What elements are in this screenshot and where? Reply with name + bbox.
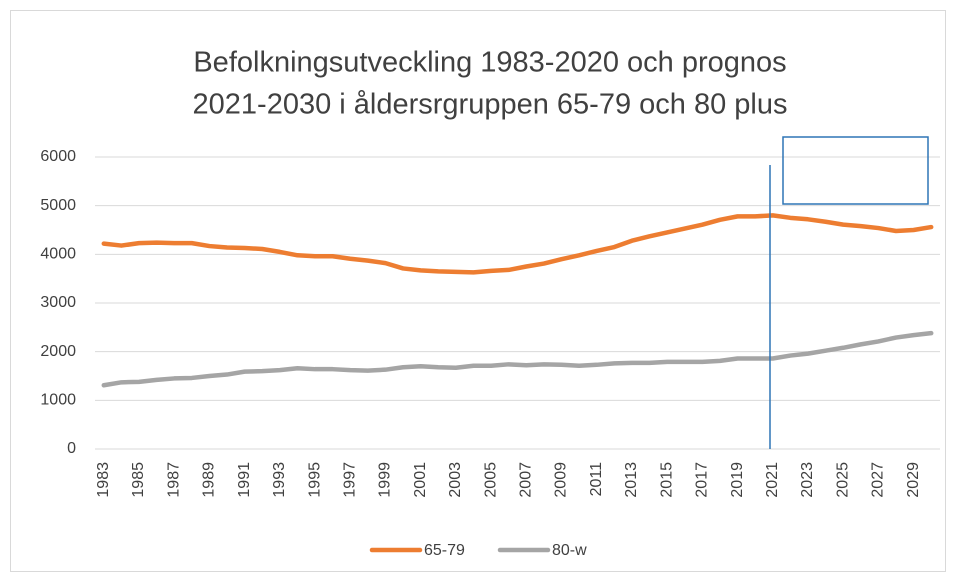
chart-border xyxy=(10,10,946,572)
y-tick-label: 2000 xyxy=(40,343,76,360)
x-tick-label: 1999 xyxy=(377,462,394,498)
x-tick-label: 2005 xyxy=(482,462,499,498)
x-tick-label: 2025 xyxy=(834,462,851,498)
x-tick-label: 2027 xyxy=(870,462,887,498)
y-tick-label: 4000 xyxy=(40,246,76,263)
x-tick-label: 2007 xyxy=(518,462,535,498)
x-tick-label: 2009 xyxy=(553,462,570,498)
chart-title: 2021-2030 i åldersrgruppen 65-79 och 80 … xyxy=(193,89,788,121)
x-tick-label: 2019 xyxy=(729,462,746,498)
x-tick-label: 1987 xyxy=(165,462,182,498)
y-tick-label: 6000 xyxy=(40,148,76,165)
y-tick-label: 5000 xyxy=(40,197,76,214)
x-tick-label: 2029 xyxy=(905,462,922,498)
x-tick-label: 1997 xyxy=(341,462,358,498)
x-tick-label: 1993 xyxy=(271,462,288,498)
y-tick-label: 3000 xyxy=(40,294,76,311)
x-tick-label: 2003 xyxy=(447,462,464,498)
annotation-box xyxy=(782,136,929,205)
x-tick-label: 2001 xyxy=(412,462,429,498)
x-tick-label: 2021 xyxy=(764,462,781,498)
x-tick-label: 2015 xyxy=(658,462,675,498)
legend-label: 65-79 xyxy=(424,542,465,559)
x-tick-label: 1983 xyxy=(95,462,112,498)
series-line xyxy=(101,330,934,388)
chart-title: Befolkningsutveckling 1983-2020 och prog… xyxy=(193,47,786,79)
y-tick-label: 0 xyxy=(67,440,76,457)
series-line xyxy=(101,213,934,275)
y-tick-label: 1000 xyxy=(40,392,76,409)
legend-label: 80-w xyxy=(552,542,587,559)
x-tick-label: 2017 xyxy=(694,462,711,498)
x-tick-label: 1991 xyxy=(236,462,253,498)
x-tick-label: 1989 xyxy=(201,462,218,498)
x-tick-label: 1995 xyxy=(306,462,323,498)
x-tick-label: 2013 xyxy=(623,462,640,498)
x-tick-label: 2011 xyxy=(588,462,605,497)
x-tick-label: 2023 xyxy=(799,462,816,498)
x-tick-label: 1985 xyxy=(130,462,147,498)
